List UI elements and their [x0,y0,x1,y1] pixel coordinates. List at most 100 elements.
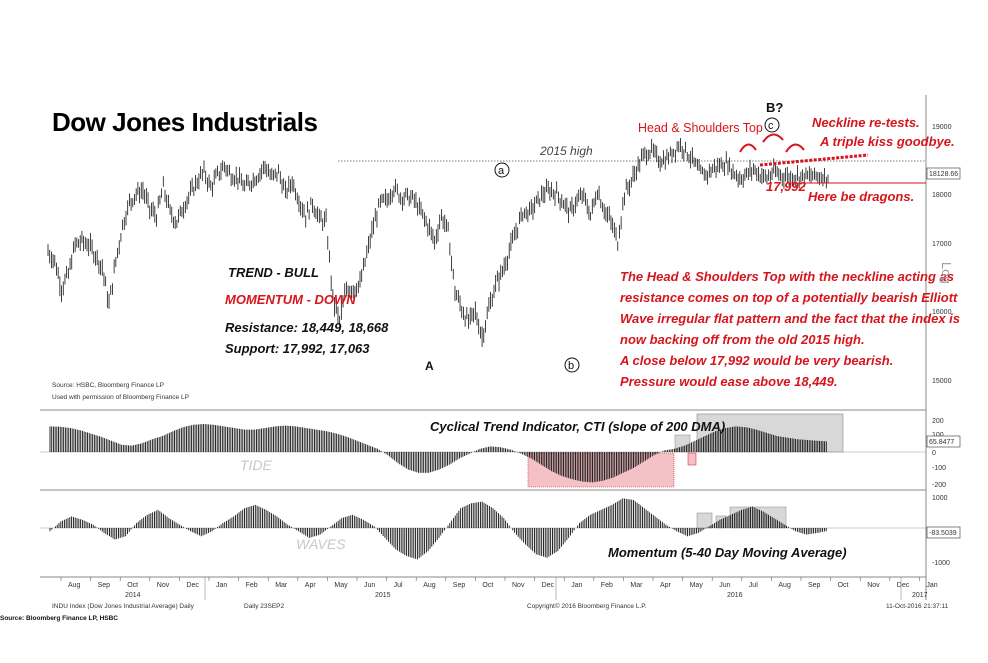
price-axis: 19000 18000 17000 16000 15000 18128.66 L… [926,124,961,385]
footer-date: 11-Oct-2016 21:37:11 [886,603,949,610]
footer-copyright: Copyright© 2016 Bloomberg Finance L.P. [527,602,647,610]
x-month-label: Jan [216,582,227,589]
mom-last-value: -83.5039 [929,530,957,537]
momentum-axis: 1000 -1000 -83.5039 [926,495,961,567]
x-month-label: Dec [186,582,199,589]
mom-gray-box-1 [696,512,713,529]
hs-top-label: Head & Shoulders Top [638,121,763,135]
x-month-label: Oct [127,582,138,589]
wave-a-circle [494,162,510,178]
mom-tick-label: -1000 [932,560,950,567]
log-scale-label: Log [939,262,954,284]
x-year-label: 2014 [125,592,141,599]
x-month-label: Oct [482,582,493,589]
commentary-line: The Head & Shoulders Top with the neckli… [620,269,954,284]
source-note-1: Source: HSBC, Bloomberg Finance LP [52,382,164,389]
hs-head-arc [762,133,784,143]
waves-label: WAVES [296,536,346,552]
x-month-label: Nov [512,582,525,589]
x-month-label: Aug [423,582,436,589]
trend-label: TREND - BULL [228,265,319,280]
wave-a-small-label: a [498,165,505,177]
x-month-label: Jul [394,582,403,589]
x-month-label: May [334,582,348,589]
cti-title: Cyclical Trend Indicator, CTI (slope of … [430,419,725,434]
cti-axis: 200 100 0 -100 -200 65.8477 [926,418,961,489]
price-tick-label: 17000 [932,241,952,248]
x-year-label: 2015 [375,592,391,599]
price-last-value: 18128.66 [929,171,958,178]
high-2015-label: 2015 high [539,144,593,158]
x-month-label: Feb [601,582,613,589]
x-month-label: Nov [867,582,880,589]
x-month-label: Feb [246,582,258,589]
hs-right-shoulder-arc [785,143,805,153]
cti-tick-label: -200 [932,482,946,489]
mom-tick-label: 1000 [932,495,948,502]
commentary-line: now backing off from the old 2015 high. [620,332,865,347]
x-month-label: Apr [305,582,317,589]
x-month-label: Jan [926,582,937,589]
commentary-line: resistance comes on top of a potentially… [620,290,958,305]
wave-b-question-label: B? [766,100,783,115]
x-axis: Aug Sep Oct Nov Dec Jan Feb Mar Apr May Jun Jul Aug S… [60,577,938,600]
x-year-label: 2017 [912,592,928,599]
momentum-bars [49,498,827,560]
cti-tick-label: 200 [932,418,944,425]
cti-tick-label: 0 [932,450,936,457]
cti-last-value: 65.8477 [929,439,954,446]
x-month-label: Aug [68,582,81,589]
x-month-label: May [690,582,704,589]
commentary-line: Wave irregular flat pattern and the fact… [620,311,960,326]
cti-last-value-box [926,435,961,448]
x-month-label: Jun [719,582,730,589]
source-note-2: Used with permission of Bloomberg Financ… [52,394,189,401]
tide-label: TIDE [240,457,273,473]
x-month-label: Sep [453,582,466,589]
price-tick-label: 16000 [932,309,952,316]
hs-left-shoulder-arc [739,143,757,153]
price-tick-label: 15000 [932,378,952,385]
cti-bars [49,424,827,483]
wave-b-small-label: b [568,360,574,372]
x-month-label: Aug [778,582,791,589]
price-tick-label: 19000 [932,124,952,131]
support-label: Support: 17,992, 17,063 [225,341,370,356]
x-month-label: Mar [630,582,643,589]
wave-c-circle [764,117,780,133]
level-17992-label: 17,992 [766,179,807,194]
x-month-label: Sep [808,582,821,589]
commentary-line: Pressure would ease above 18,449. [620,374,838,389]
neckline-label: Neckline re-tests. [812,115,920,130]
footer-mid: Daily 23SEP2 [244,603,284,610]
cti-tick-label: 100 [932,432,944,439]
x-month-label: Jan [571,582,582,589]
price-last-value-box [926,167,961,180]
mom-gray-box-2 [715,515,727,529]
x-month-label: Mar [275,582,288,589]
x-month-label: Apr [660,582,672,589]
x-month-label: Dec [542,582,555,589]
momentum-title: Momentum (5-40 Day Moving Average) [608,545,847,560]
resistance-label: Resistance: 18,449, 18,668 [225,320,389,335]
wave-A-label: A [425,359,434,373]
x-month-label: Jul [749,582,758,589]
commentary-block: The Head & Shoulders Top with the neckli… [619,269,960,389]
dragons-label: Here be dragons. [808,189,914,204]
wave-c-label: c [768,120,774,132]
page-source: Source: Bloomberg Finance LP, HSBC [0,615,118,622]
x-month-label: Jun [364,582,375,589]
triple-kiss-label: A triple kiss goodbye. [819,134,955,149]
footer-left: INDU Index (Dow Jones Industrial Average… [52,603,195,610]
commentary-line: A close below 17,992 would be very beari… [619,353,893,368]
cti-pink-box-small [687,452,697,466]
x-month-label: Dec [897,582,910,589]
wave-b-circle [564,357,580,373]
price-tick-label: 18000 [932,192,952,199]
chart-title: Dow Jones Industrials [52,107,317,137]
neckline [759,153,869,167]
x-month-label: Oct [838,582,849,589]
mom-last-value-box [926,526,961,539]
x-month-label: Sep [98,582,111,589]
